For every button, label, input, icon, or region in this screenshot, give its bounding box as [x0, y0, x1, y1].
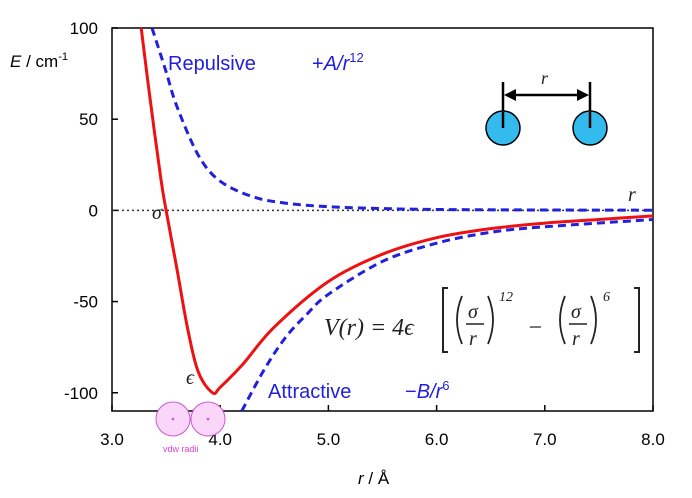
y-tick-label: 0	[89, 201, 98, 220]
eq-paren-2-right	[590, 295, 597, 345]
arrowhead-left	[504, 89, 516, 101]
y-tick-label: 100	[70, 19, 98, 38]
eq-lhs: V(r) = 4ϵ	[324, 315, 415, 341]
lj-equation: V(r) = 4ϵ σ r 12 − σ r 6	[324, 287, 640, 353]
attractive-curve	[240, 218, 653, 411]
x-tick-label: 8.0	[641, 430, 665, 449]
epsilon-label: ϵ	[186, 367, 195, 389]
eq-paren-1-left	[456, 295, 463, 345]
vdw-radii-label: vdw radii	[163, 444, 199, 454]
x-tick-label: 7.0	[533, 430, 557, 449]
sigma-label: σ	[152, 202, 163, 224]
eq-sigma-1: σ	[468, 301, 479, 323]
attractive-label: Attractive −B/r6	[268, 378, 449, 403]
repulsive-label: Repulsive +A/r12	[168, 50, 364, 75]
eq-r-2: r	[572, 328, 580, 350]
curves	[139, 28, 653, 411]
y-tick-label: -100	[64, 384, 98, 403]
eq-left-bracket	[442, 287, 448, 353]
vdw-radii-diagram: vdw radii	[155, 401, 226, 454]
x-axis-title: r / Å	[358, 469, 390, 488]
r-axis-annotation: r	[628, 184, 636, 206]
arrowhead-right	[577, 89, 589, 101]
x-tick-label: 5.0	[317, 430, 341, 449]
y-tick-label: -50	[73, 293, 98, 312]
eq-paren-1-right	[487, 295, 494, 345]
eq-sigma-2: σ	[571, 301, 582, 323]
eq-exp-6: 6	[603, 290, 610, 305]
eq-exp-12: 12	[499, 290, 513, 305]
y-axis-title: E / cm-1	[10, 51, 68, 71]
repulsive-curve	[150, 28, 653, 212]
distance-r-label: r	[541, 68, 549, 88]
eq-paren-2-left	[559, 295, 566, 345]
y-tick-label: 50	[79, 110, 98, 129]
eq-right-bracket	[634, 287, 640, 353]
eq-minus: −	[527, 315, 543, 341]
x-tick-label: 6.0	[425, 430, 449, 449]
eq-r-1: r	[469, 328, 477, 350]
atom-pair-diagram: r	[485, 68, 608, 146]
x-tick-label: 3.0	[100, 430, 124, 449]
lj-potential-curve	[139, 28, 653, 396]
